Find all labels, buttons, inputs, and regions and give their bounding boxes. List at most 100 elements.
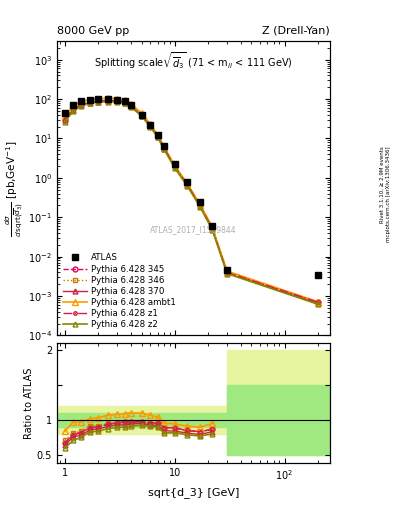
Pythia 6.428 z1: [162, 145, 166, 151]
Pythia 6.428 345: [172, 163, 177, 169]
Pythia 6.428 z1: [122, 99, 127, 105]
Pythia 6.428 346: [172, 163, 177, 169]
Pythia 6.428 370: [155, 134, 160, 140]
Pythia 6.428 z1: [88, 99, 92, 105]
Pythia 6.428 346: [122, 99, 127, 105]
Pythia 6.428 345: [115, 98, 119, 104]
Pythia 6.428 345: [122, 99, 127, 105]
ATLAS: [115, 97, 119, 103]
ATLAS: [106, 96, 111, 102]
Pythia 6.428 z1: [79, 102, 83, 108]
Pythia 6.428 z2: [210, 227, 215, 233]
Pythia 6.428 z2: [88, 100, 92, 106]
Pythia 6.428 z2: [139, 113, 144, 119]
Pythia 6.428 ambt1: [155, 132, 160, 138]
Pythia 6.428 345: [129, 102, 133, 109]
ATLAS: [172, 161, 177, 167]
Pythia 6.428 370: [210, 226, 215, 232]
Pythia 6.428 z1: [139, 112, 144, 118]
Pythia 6.428 370: [172, 164, 177, 170]
Line: Pythia 6.428 370: Pythia 6.428 370: [62, 99, 320, 306]
Line: ATLAS: ATLAS: [62, 96, 321, 278]
Pythia 6.428 ambt1: [148, 121, 152, 127]
Pythia 6.428 346: [210, 225, 215, 231]
Pythia 6.428 345: [139, 112, 144, 118]
Pythia 6.428 z1: [148, 123, 152, 129]
Pythia 6.428 ambt1: [115, 96, 119, 102]
Pythia 6.428 345: [71, 106, 76, 113]
Text: Rivet 3.1.10, ≥ 2.9M events
mcplots.cern.ch [arXiv:1306.3436]: Rivet 3.1.10, ≥ 2.9M events mcplots.cern…: [380, 147, 391, 242]
Pythia 6.428 370: [129, 103, 133, 109]
Pythia 6.428 345: [210, 225, 215, 231]
Pythia 6.428 z2: [185, 183, 189, 189]
Pythia 6.428 345: [315, 299, 320, 305]
Pythia 6.428 z1: [115, 98, 119, 104]
Y-axis label: Ratio to ATLAS: Ratio to ATLAS: [24, 368, 34, 439]
Text: ATLAS_2017_I1589844: ATLAS_2017_I1589844: [150, 225, 237, 234]
Pythia 6.428 ambt1: [139, 110, 144, 116]
Pythia 6.428 345: [95, 98, 100, 104]
Pythia 6.428 346: [139, 112, 144, 118]
ATLAS: [129, 102, 133, 109]
Line: Pythia 6.428 345: Pythia 6.428 345: [62, 98, 320, 305]
Pythia 6.428 345: [106, 97, 111, 103]
Pythia 6.428 346: [315, 299, 320, 305]
Line: Pythia 6.428 z2: Pythia 6.428 z2: [62, 99, 320, 307]
Pythia 6.428 ambt1: [88, 97, 92, 103]
Pythia 6.428 346: [129, 102, 133, 109]
Pythia 6.428 ambt1: [129, 100, 133, 106]
Pythia 6.428 ambt1: [122, 97, 127, 103]
ATLAS: [71, 102, 76, 109]
Pythia 6.428 z1: [185, 181, 189, 187]
ATLAS: [148, 122, 152, 128]
Pythia 6.428 346: [162, 145, 166, 151]
Pythia 6.428 z1: [95, 98, 100, 104]
Pythia 6.428 346: [225, 269, 230, 275]
Pythia 6.428 z2: [62, 118, 67, 124]
Pythia 6.428 ambt1: [198, 201, 202, 207]
ATLAS: [88, 97, 92, 103]
Pythia 6.428 ambt1: [71, 102, 76, 109]
Pythia 6.428 370: [225, 270, 230, 276]
Pythia 6.428 ambt1: [162, 143, 166, 150]
Pythia 6.428 z1: [315, 299, 320, 305]
Pythia 6.428 346: [155, 133, 160, 139]
Line: Pythia 6.428 z1: Pythia 6.428 z1: [63, 99, 320, 304]
Pythia 6.428 z1: [106, 97, 111, 103]
Pythia 6.428 z1: [172, 163, 177, 169]
Pythia 6.428 ambt1: [185, 180, 189, 186]
Pythia 6.428 ambt1: [79, 99, 83, 105]
Pythia 6.428 z2: [162, 146, 166, 153]
Pythia 6.428 z1: [225, 269, 230, 275]
ATLAS: [79, 98, 83, 104]
Line: Pythia 6.428 346: Pythia 6.428 346: [62, 98, 320, 305]
Pythia 6.428 345: [88, 99, 92, 105]
Text: Z (Drell-Yan): Z (Drell-Yan): [263, 26, 330, 36]
Pythia 6.428 346: [148, 123, 152, 129]
Pythia 6.428 z2: [225, 270, 230, 276]
ATLAS: [122, 98, 127, 104]
Pythia 6.428 345: [198, 202, 202, 208]
ATLAS: [62, 110, 67, 116]
ATLAS: [139, 112, 144, 118]
ATLAS: [155, 132, 160, 138]
Pythia 6.428 370: [95, 98, 100, 104]
Pythia 6.428 z1: [62, 117, 67, 123]
Pythia 6.428 z2: [122, 100, 127, 106]
Pythia 6.428 z2: [71, 108, 76, 114]
Pythia 6.428 370: [315, 300, 320, 306]
ATLAS: [185, 179, 189, 185]
Pythia 6.428 z1: [71, 106, 76, 113]
Y-axis label: $\frac{d\sigma}{d\,\mathrm{sqrt}(\overline{d}_3)}$ [pb,GeV$^{-1}$]: $\frac{d\sigma}{d\,\mathrm{sqrt}(\overli…: [3, 140, 25, 237]
Pythia 6.428 z1: [155, 133, 160, 139]
Pythia 6.428 z1: [129, 102, 133, 109]
Pythia 6.428 z1: [210, 225, 215, 231]
Pythia 6.428 346: [198, 202, 202, 208]
Pythia 6.428 z2: [172, 165, 177, 171]
Pythia 6.428 z2: [106, 99, 111, 105]
Pythia 6.428 z2: [129, 103, 133, 110]
Pythia 6.428 346: [95, 97, 100, 103]
Pythia 6.428 346: [71, 105, 76, 112]
Pythia 6.428 z2: [95, 99, 100, 105]
Pythia 6.428 346: [185, 181, 189, 187]
